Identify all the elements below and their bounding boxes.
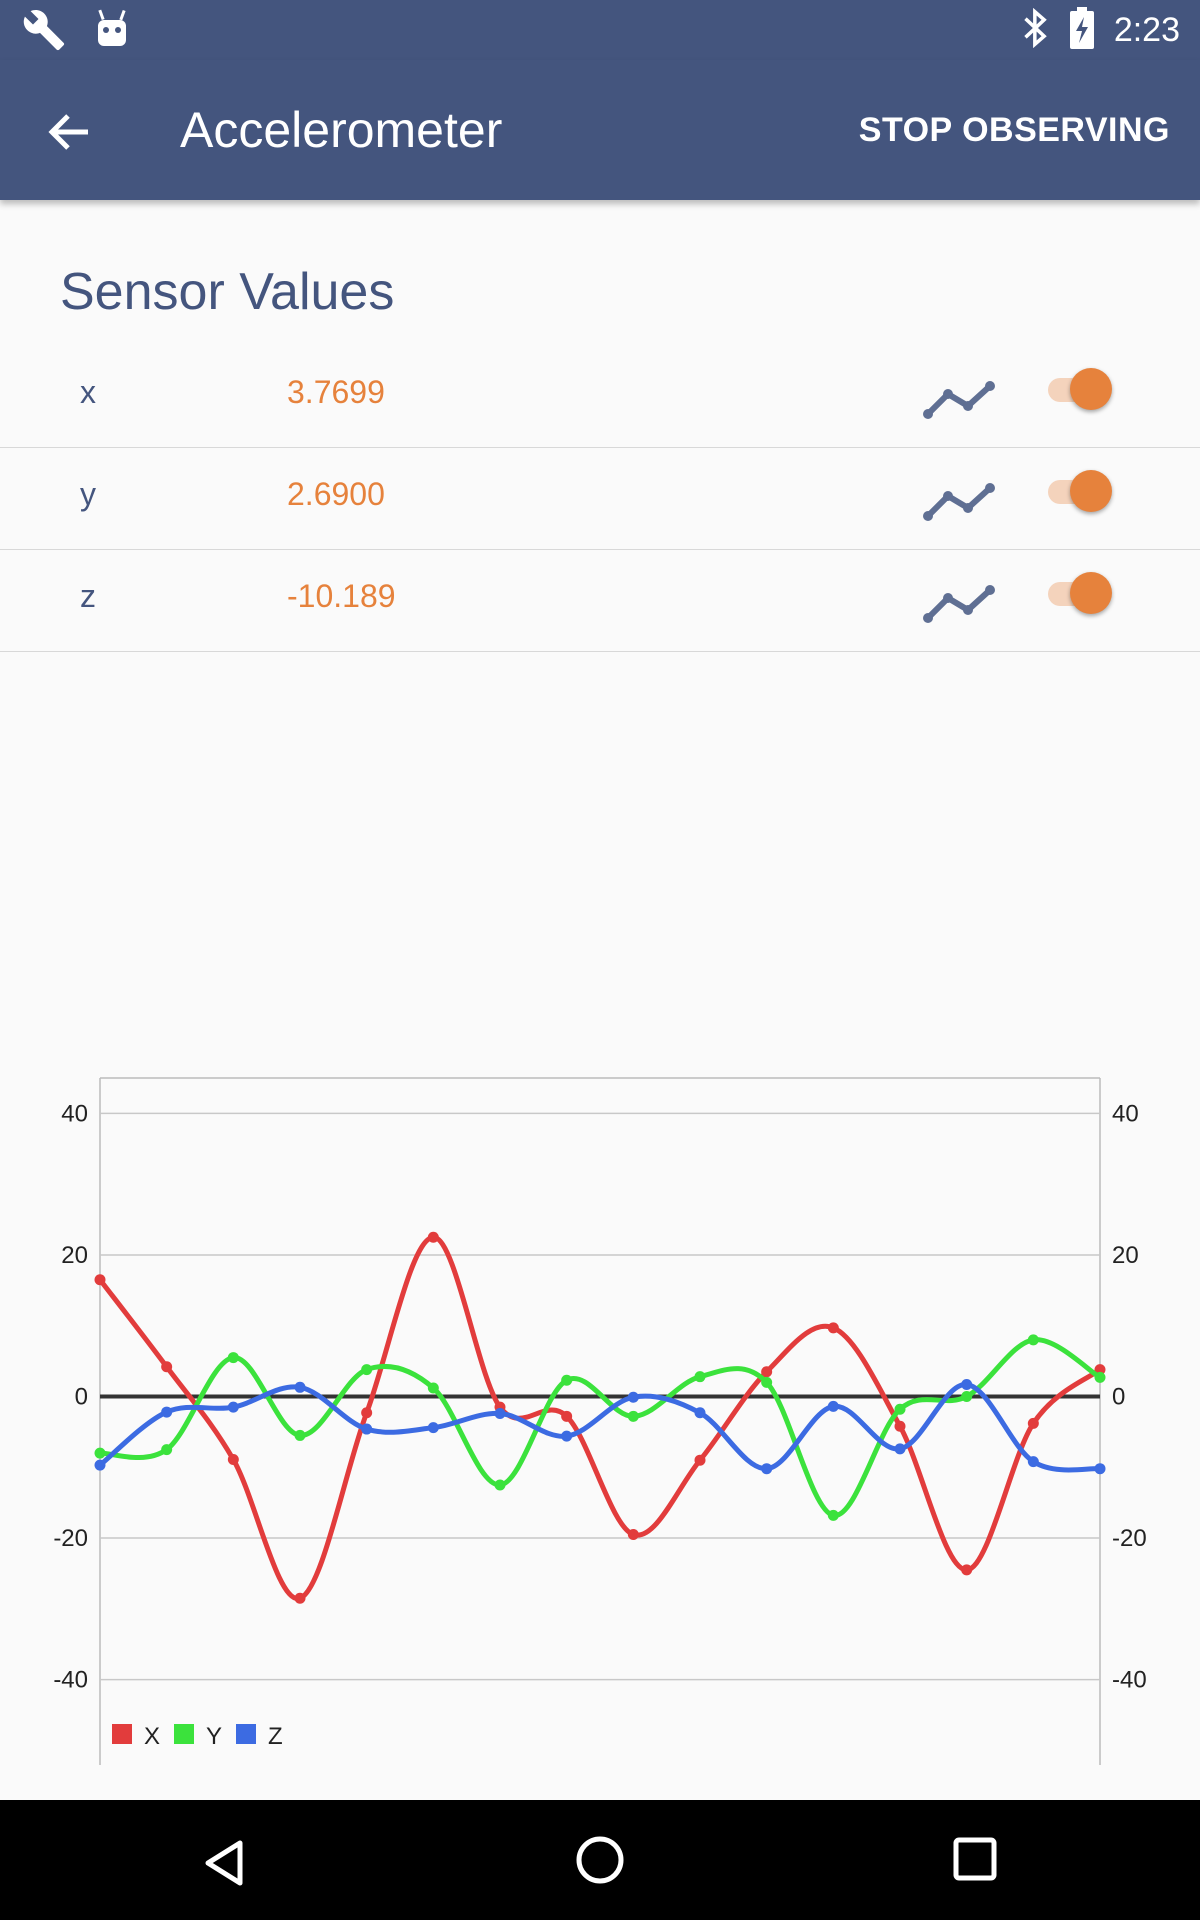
data-point-x — [894, 1420, 906, 1432]
legend-swatch-x — [112, 1724, 132, 1744]
status-bar: 2:23 — [0, 0, 1200, 60]
data-point-x — [427, 1231, 439, 1243]
recents-square-icon[interactable] — [952, 1836, 998, 1882]
data-point-z — [1094, 1463, 1106, 1475]
data-point-x — [94, 1274, 106, 1286]
back-triangle-icon[interactable] — [200, 1838, 250, 1888]
y-tick-label-left: 0 — [75, 1384, 88, 1411]
y-tick-label-right: 0 — [1112, 1384, 1125, 1411]
legend-label-x: X — [144, 1723, 160, 1750]
data-point-x — [1027, 1417, 1039, 1429]
page-title: Accelerometer — [180, 102, 503, 158]
data-point-x — [1094, 1364, 1106, 1376]
axis-label: z — [80, 578, 96, 614]
data-point-z — [694, 1407, 706, 1419]
data-point-x — [961, 1564, 973, 1576]
accelerometer-chart: 40 40 20 20 0 0 -20 -20 -40 -40 X Y Z — [53, 1077, 1147, 1765]
data-point-y — [961, 1391, 973, 1402]
series-line-y — [99, 1337, 1102, 1518]
app-bar: Accelerometer STOP OBSERVING — [0, 60, 1200, 200]
data-point-x — [361, 1407, 373, 1419]
data-point-z — [94, 1459, 106, 1471]
data-point-x — [161, 1361, 173, 1373]
y-tick-label-left: -20 — [53, 1525, 88, 1552]
data-point-y — [427, 1382, 439, 1394]
stop-observing-button[interactable]: STOP OBSERVING — [858, 111, 1170, 149]
plot-toggle[interactable] — [1046, 366, 1112, 414]
navigation-bar — [0, 1800, 1200, 1920]
line-chart-icon[interactable] — [920, 372, 1000, 422]
y-tick-label-right: 40 — [1112, 1100, 1139, 1127]
data-point-x — [694, 1454, 706, 1466]
data-point-y — [894, 1403, 906, 1415]
home-circle-icon[interactable] — [574, 1834, 626, 1886]
y-tick-label-right: -20 — [1112, 1525, 1147, 1552]
back-button[interactable] — [42, 104, 98, 160]
section-title: Sensor Values — [60, 263, 395, 321]
data-point-z — [561, 1430, 573, 1442]
data-point-z — [1027, 1456, 1039, 1468]
y-tick-label-left: 40 — [61, 1100, 88, 1127]
axis-value: 2.6900 — [287, 476, 385, 512]
data-point-y — [627, 1410, 639, 1422]
arrow-back-icon — [48, 114, 88, 150]
line-chart-icon[interactable] — [920, 576, 1000, 626]
plot-toggle[interactable] — [1046, 570, 1112, 618]
data-point-y — [161, 1444, 173, 1456]
y-tick-label-right: -40 — [1112, 1667, 1147, 1694]
y-tick-label-left: 20 — [61, 1242, 88, 1269]
data-point-z — [627, 1391, 639, 1403]
data-point-z — [894, 1443, 906, 1455]
data-point-z — [294, 1381, 306, 1393]
axis-label: x — [80, 374, 96, 410]
data-point-x — [294, 1592, 306, 1604]
plot-toggle[interactable] — [1046, 468, 1112, 516]
data-point-z — [827, 1400, 839, 1412]
data-point-y — [561, 1374, 573, 1386]
sensor-row-z: z -10.189 — [0, 550, 1200, 652]
axis-label: y — [80, 476, 96, 512]
sensor-row-x: x 3.7699 — [0, 346, 1200, 448]
line-chart-icon[interactable] — [920, 474, 1000, 524]
data-point-y — [827, 1509, 839, 1521]
axis-value: -10.189 — [287, 578, 396, 614]
wrench-icon — [22, 8, 66, 57]
data-point-z — [494, 1407, 506, 1419]
data-point-z — [227, 1401, 239, 1413]
data-point-y — [94, 1447, 106, 1459]
data-point-x — [561, 1410, 573, 1422]
series-line-z — [98, 1381, 1101, 1473]
data-point-x — [227, 1453, 239, 1465]
battery-charging-icon — [1068, 6, 1096, 54]
series-line-x — [98, 1234, 1102, 1601]
y-tick-label-left: -40 — [53, 1667, 88, 1694]
legend-swatch-z — [236, 1724, 256, 1744]
status-time: 2:23 — [1113, 11, 1180, 49]
data-point-y — [1027, 1334, 1039, 1346]
sensor-row-y: y 2.6900 — [0, 448, 1200, 550]
legend-label-y: Y — [206, 1723, 222, 1750]
axis-value: 3.7699 — [287, 374, 385, 410]
legend-swatch-y — [174, 1724, 194, 1744]
android-icon — [94, 8, 130, 57]
legend-label-z: Z — [268, 1723, 283, 1750]
data-point-y — [494, 1479, 506, 1491]
data-point-z — [761, 1463, 773, 1475]
data-point-y — [361, 1364, 373, 1376]
data-point-z — [427, 1422, 439, 1434]
data-point-x — [761, 1366, 773, 1378]
data-point-z — [961, 1378, 973, 1390]
bluetooth-icon — [1022, 7, 1050, 53]
y-tick-label-right: 20 — [1112, 1242, 1139, 1269]
data-point-y — [294, 1429, 306, 1441]
data-point-z — [361, 1423, 373, 1435]
data-point-z — [161, 1406, 173, 1418]
data-point-y — [694, 1371, 706, 1383]
data-point-y — [227, 1352, 239, 1364]
data-point-x — [627, 1529, 639, 1541]
data-point-x — [827, 1322, 839, 1334]
data-point-y — [761, 1376, 773, 1388]
data-point-y — [1094, 1371, 1106, 1383]
